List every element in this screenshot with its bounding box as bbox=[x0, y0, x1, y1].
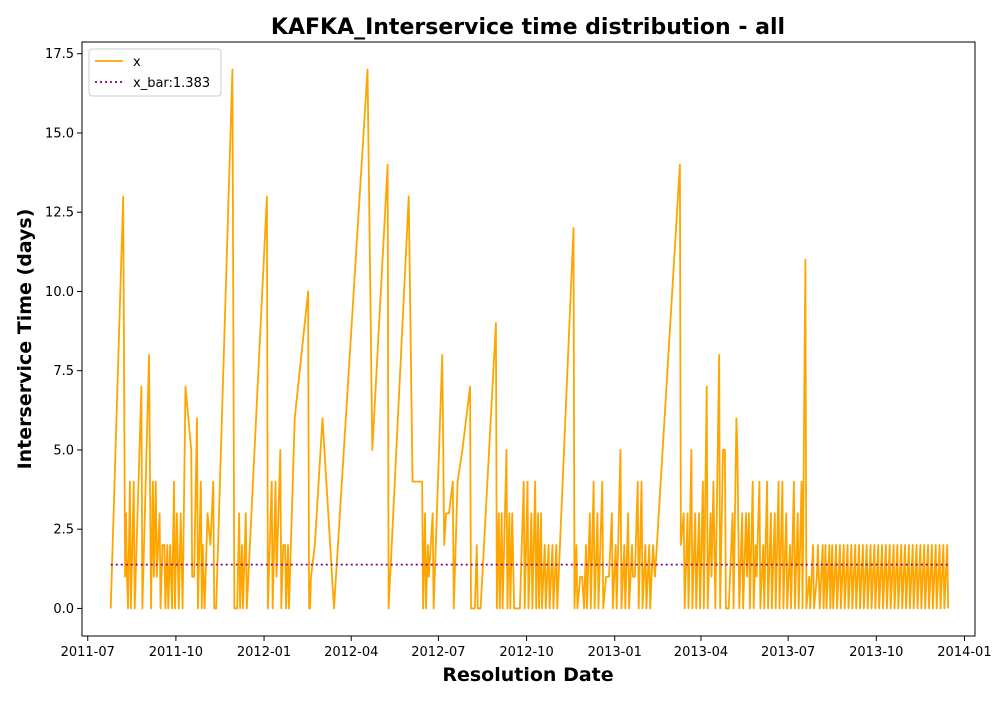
plot-area bbox=[109, 68, 950, 610]
y-tick-label: 12.5 bbox=[45, 206, 74, 221]
x-tick-label: 2013-07 bbox=[761, 645, 815, 660]
series-line-x bbox=[109, 68, 950, 610]
x-tick-label: 2012-10 bbox=[499, 645, 553, 660]
x-tick-label: 2012-04 bbox=[324, 645, 378, 660]
y-axis-label: Interservice Time (days) bbox=[14, 209, 36, 470]
y-tick-label: 5.0 bbox=[53, 443, 74, 458]
x-tick-label: 2012-07 bbox=[411, 645, 465, 660]
y-tick-label: 0.0 bbox=[53, 602, 74, 617]
legend: x x_bar:1.383 bbox=[88, 48, 222, 97]
y-axis-ticks: 0.0 2.5 5.0 7.5 10.0 12.5 15.0 17.5 bbox=[45, 47, 82, 617]
x-tick-label: 2011-10 bbox=[149, 645, 203, 660]
x-tick-label: 2013-10 bbox=[849, 645, 903, 660]
y-tick-label: 7.5 bbox=[53, 364, 74, 379]
x-tick-label: 2013-01 bbox=[588, 645, 642, 660]
x-axis-label: Resolution Date bbox=[442, 664, 613, 686]
legend-label-x-bar: x_bar:1.383 bbox=[133, 76, 210, 91]
y-tick-label: 10.0 bbox=[45, 285, 74, 300]
y-tick-label: 2.5 bbox=[53, 523, 74, 538]
y-tick-label: 15.0 bbox=[45, 126, 74, 141]
x-tick-label: 2012-01 bbox=[237, 645, 291, 660]
x-tick-label: 2013-04 bbox=[674, 645, 728, 660]
y-tick-label: 17.5 bbox=[45, 47, 74, 62]
chart-title: KAFKA_Interservice time distribution - a… bbox=[271, 15, 785, 40]
x-tick-label: 2014-01 bbox=[937, 645, 991, 660]
axes-frame bbox=[81, 41, 976, 637]
x-axis-ticks: 2011-07 2011-10 2012-01 2012-04 2012-07 2012-… bbox=[61, 636, 992, 660]
x-tick-label: 2011-07 bbox=[61, 645, 115, 660]
series-layer bbox=[109, 68, 950, 610]
legend-label-x: x bbox=[133, 55, 141, 70]
